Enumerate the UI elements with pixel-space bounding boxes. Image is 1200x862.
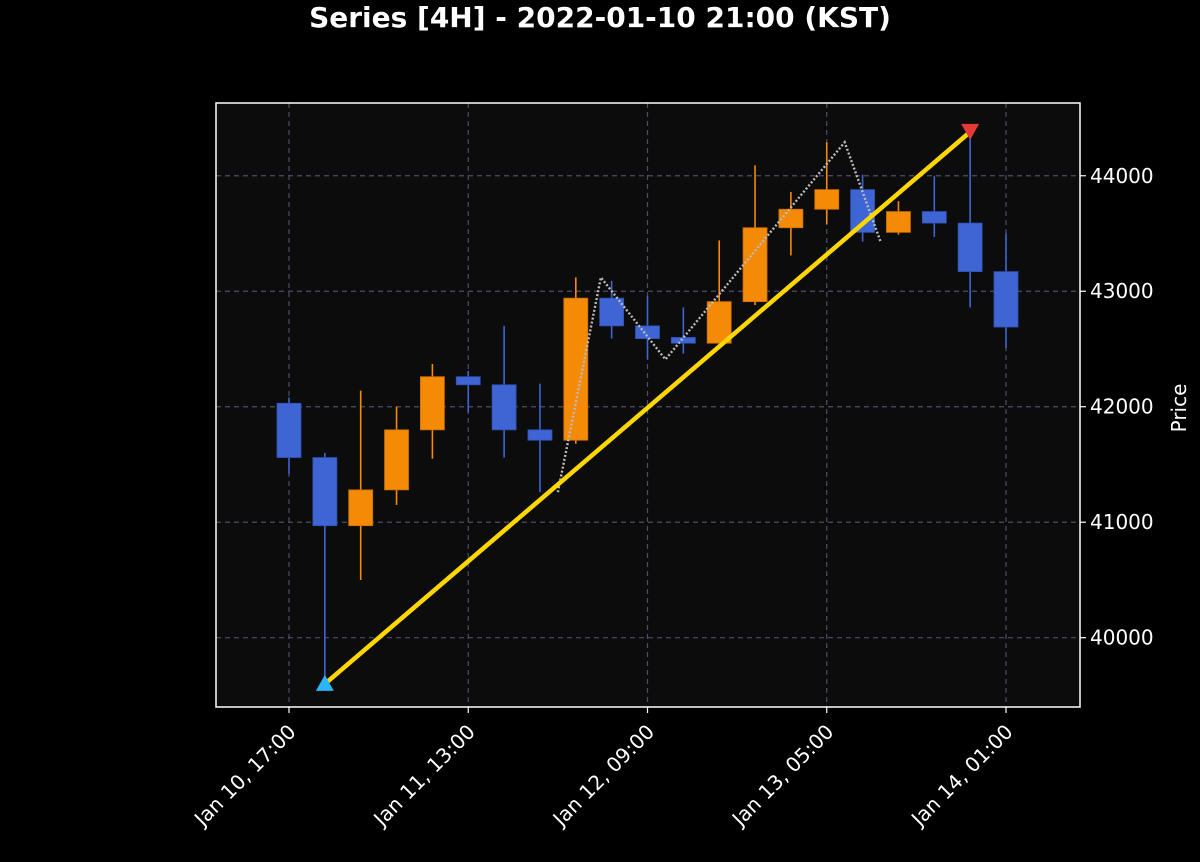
chart-title: Series [4H] - 2022-01-10 21:00 (KST)	[309, 1, 891, 34]
start-marker	[315, 674, 334, 691]
candle-body	[814, 189, 840, 210]
y-tick-label: 43000	[1090, 279, 1154, 303]
candle-body	[993, 271, 1019, 328]
candle-body	[921, 211, 947, 224]
candle-body	[312, 457, 338, 527]
x-tick-label: Jan 12, 09:00	[547, 720, 659, 832]
candle-body	[491, 384, 517, 431]
y-tick-label: 40000	[1090, 626, 1154, 650]
candle-body	[599, 297, 625, 327]
candle-body	[886, 211, 911, 233]
trend-line	[322, 129, 973, 687]
y-tick-label: 42000	[1090, 395, 1154, 419]
candle-body	[384, 429, 409, 491]
candle-body	[276, 402, 302, 458]
candle-body	[957, 222, 983, 273]
candle-body	[455, 376, 481, 386]
candle-body	[742, 227, 768, 303]
x-tick-label: Jan 13, 05:00	[726, 720, 838, 832]
y-tick-label: 44000	[1090, 164, 1154, 188]
candle-body	[706, 301, 732, 344]
candle-body	[635, 325, 660, 339]
x-tick-label: Jan 14, 01:00	[905, 720, 1017, 832]
candle-body	[778, 208, 804, 229]
y-tick-label: 41000	[1090, 510, 1154, 534]
candle-body	[670, 337, 696, 344]
overlays	[315, 123, 980, 691]
y-axis-title: Price	[1167, 384, 1191, 433]
candle-body	[419, 376, 445, 431]
zigzag-line	[556, 139, 882, 493]
candle-body	[527, 429, 553, 441]
candles	[276, 133, 1019, 684]
end-marker	[961, 123, 980, 140]
candle-body	[348, 489, 374, 527]
x-tick-label: Jan 10, 17:00	[188, 720, 300, 832]
candle-body	[563, 297, 589, 441]
x-tick-label: Jan 11, 13:00	[367, 720, 479, 832]
